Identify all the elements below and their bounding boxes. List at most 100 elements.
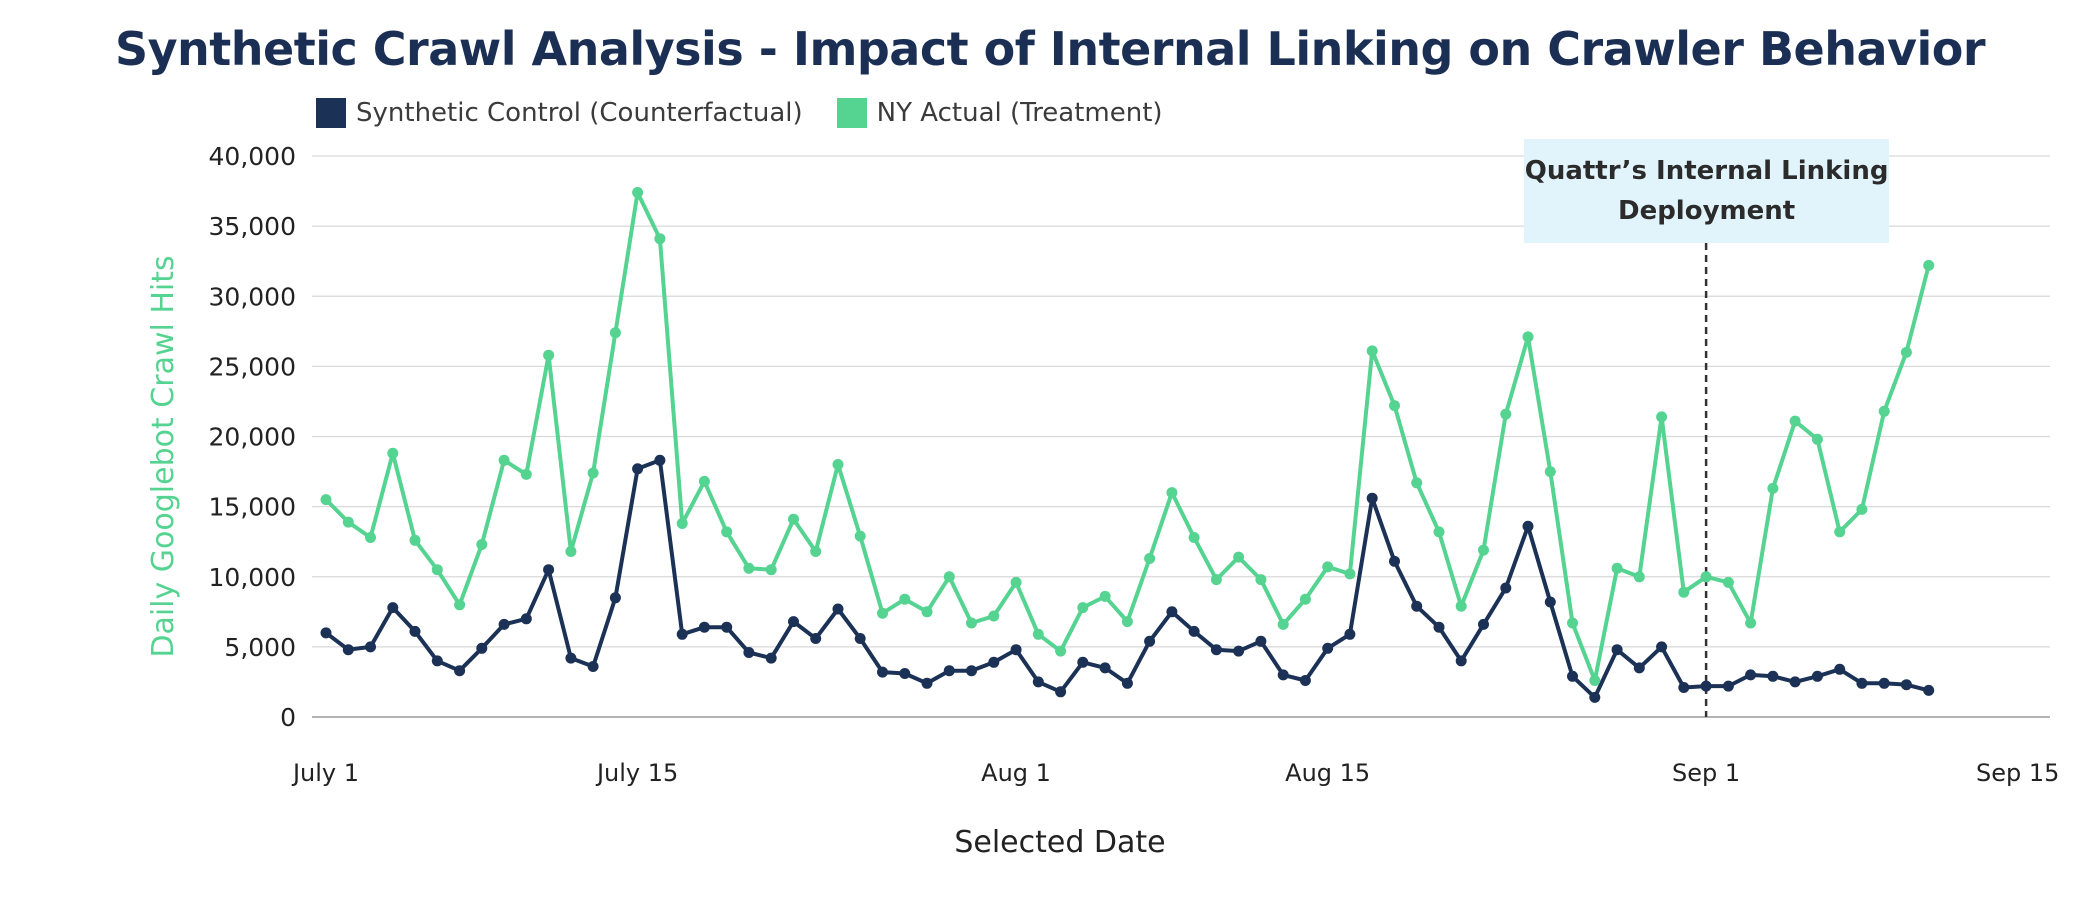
data-point xyxy=(543,564,555,576)
data-point xyxy=(431,655,443,667)
data-point xyxy=(632,463,644,475)
data-point xyxy=(565,652,577,664)
data-point xyxy=(1055,645,1067,657)
data-point xyxy=(1055,686,1067,698)
x-tick-label: Sep 1 xyxy=(1672,759,1740,787)
data-point xyxy=(1277,618,1289,630)
data-point xyxy=(810,546,822,557)
data-point xyxy=(1923,684,1935,696)
data-point xyxy=(1856,503,1868,515)
data-point xyxy=(1121,677,1133,689)
data-point xyxy=(1077,602,1089,614)
data-point xyxy=(921,677,933,689)
data-point xyxy=(1166,606,1178,618)
y-tick-label: 10,000 xyxy=(209,563,296,592)
data-point xyxy=(365,641,376,653)
legend-swatch-control xyxy=(316,98,346,128)
data-point xyxy=(988,610,1000,622)
data-point xyxy=(1299,675,1311,686)
data-point xyxy=(743,562,755,574)
data-point xyxy=(1633,571,1645,583)
data-point xyxy=(1567,670,1578,682)
data-point xyxy=(387,602,399,614)
data-point xyxy=(832,603,844,615)
data-point xyxy=(1166,487,1178,499)
data-point xyxy=(1878,405,1890,417)
legend-swatch-treatment xyxy=(836,98,867,128)
y-tick-label: 30,000 xyxy=(209,282,296,311)
data-point xyxy=(1010,576,1022,588)
data-point xyxy=(387,447,399,459)
data-point xyxy=(1144,553,1156,564)
data-point xyxy=(1455,655,1467,667)
data-point xyxy=(721,526,733,538)
data-point xyxy=(1522,331,1534,343)
y-axis-label: Daily Googlebot Crawl Hits xyxy=(146,255,181,657)
x-tick-label: Aug 1 xyxy=(981,759,1051,787)
data-point xyxy=(1032,628,1044,640)
data-point xyxy=(1322,642,1334,654)
data-point xyxy=(1856,677,1868,689)
data-point xyxy=(431,564,443,576)
data-point xyxy=(632,187,644,198)
y-tick-label: 40,000 xyxy=(209,142,296,171)
data-point xyxy=(743,647,755,658)
data-point xyxy=(520,468,532,480)
data-point xyxy=(520,613,532,625)
data-point xyxy=(1389,555,1400,567)
x-axis-ticks: July 1 July 15 Aug 1 Aug 15 Sep 1 Sep 15 xyxy=(291,759,2059,787)
data-point xyxy=(320,494,332,506)
data-point xyxy=(921,606,933,618)
deployment-annotation-text: Quattr’s Internal Linking Deployment xyxy=(1524,156,1889,226)
data-point xyxy=(1144,635,1156,647)
data-point xyxy=(676,518,688,529)
data-point xyxy=(854,530,866,542)
data-point xyxy=(1656,641,1668,653)
data-point xyxy=(409,625,421,637)
series-1 xyxy=(320,187,1935,686)
legend-item-control[interactable]: Synthetic Control (Counterfactual) xyxy=(316,98,803,128)
legend-item-treatment[interactable]: NY Actual (Treatment) xyxy=(836,98,1163,128)
legend-label-treatment: NY Actual (Treatment) xyxy=(876,98,1163,128)
data-point xyxy=(1478,618,1489,630)
y-axis-ticks: 0 5,000 10,000 15,000 20,000 25,000 30,000 35,0… xyxy=(209,142,296,732)
x-tick-label: July 15 xyxy=(595,759,678,787)
data-point xyxy=(877,607,888,619)
data-point xyxy=(565,546,577,557)
data-point xyxy=(832,459,844,470)
data-point xyxy=(1322,561,1334,573)
data-point xyxy=(609,592,621,604)
data-point xyxy=(1099,662,1111,674)
data-point xyxy=(1500,582,1512,594)
data-point xyxy=(1544,466,1556,478)
data-point xyxy=(676,628,688,640)
data-point xyxy=(365,532,376,543)
data-point xyxy=(454,599,466,611)
data-point xyxy=(476,539,488,550)
series-layer xyxy=(320,187,1935,703)
data-point xyxy=(1210,644,1222,656)
data-point xyxy=(1433,621,1445,633)
data-point xyxy=(654,233,666,245)
data-point xyxy=(765,564,777,576)
data-point xyxy=(1277,669,1289,681)
y-tick-label: 35,000 xyxy=(209,212,296,241)
data-point xyxy=(342,516,354,528)
data-point xyxy=(943,571,955,583)
data-point xyxy=(1210,574,1222,586)
data-point xyxy=(1522,520,1534,532)
data-point xyxy=(698,475,710,487)
data-point xyxy=(1433,526,1445,538)
data-point xyxy=(1633,662,1645,674)
deployment-annotation: Quattr’s Internal Linking Deployment xyxy=(1524,139,1890,243)
data-point xyxy=(1121,616,1133,628)
data-point xyxy=(943,665,955,677)
data-point xyxy=(1611,562,1623,574)
data-point xyxy=(1745,617,1757,629)
data-point xyxy=(1255,574,1267,586)
data-point xyxy=(1010,644,1022,656)
data-point xyxy=(1233,551,1245,563)
data-point xyxy=(1722,576,1734,588)
data-point xyxy=(1834,663,1846,675)
data-point xyxy=(1878,677,1890,689)
